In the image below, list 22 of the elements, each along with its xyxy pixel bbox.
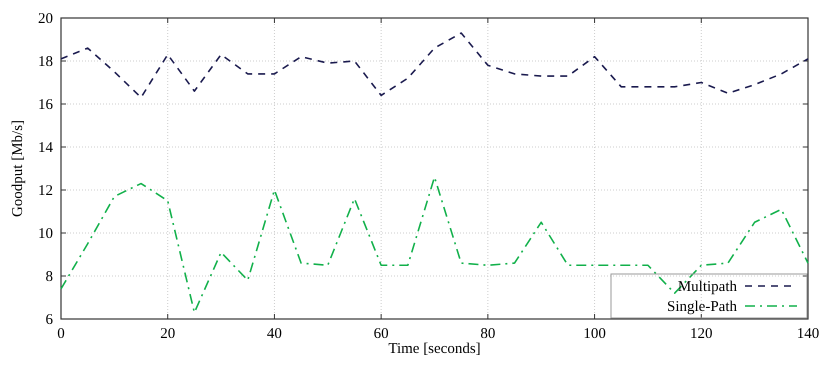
y-tick-label: 16 [38, 97, 54, 113]
x-tick-label: 40 [266, 326, 282, 342]
y-tick-label: 14 [38, 140, 54, 156]
line-series [60, 32, 809, 98]
x-axis-title: Time [seconds] [388, 341, 481, 357]
x-tick-label: 60 [374, 326, 389, 342]
y-tick-label: 20 [38, 11, 53, 27]
x-tick-label: 140 [796, 326, 820, 342]
x-tick-label: 100 [583, 326, 606, 342]
x-tick-label: 0 [57, 326, 65, 342]
y-axis-title: Goodput [Mb/s] [10, 120, 26, 218]
y-tick-label: 18 [38, 54, 53, 70]
legend-label: Multipath [678, 279, 738, 295]
y-tick-label: 6 [46, 312, 54, 328]
x-tick-label: 20 [160, 326, 176, 342]
y-tick-label: 8 [46, 269, 53, 285]
x-tick-label: 80 [480, 326, 496, 342]
y-tick-label: 12 [38, 183, 53, 199]
line-series [60, 176, 809, 314]
y-tick-label: 10 [38, 226, 53, 242]
x-tick-label: 120 [690, 326, 713, 342]
legend-label: Single-Path [667, 299, 738, 315]
